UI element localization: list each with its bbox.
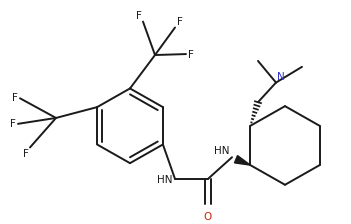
- Text: F: F: [188, 50, 194, 60]
- Text: N: N: [277, 72, 285, 82]
- Text: F: F: [12, 93, 18, 103]
- Text: HN: HN: [158, 175, 173, 185]
- Text: O: O: [204, 212, 212, 222]
- Text: F: F: [23, 149, 29, 159]
- Text: HN: HN: [214, 146, 230, 156]
- Text: F: F: [177, 17, 183, 26]
- Text: F: F: [136, 11, 142, 21]
- Text: F: F: [10, 119, 16, 129]
- Polygon shape: [234, 156, 250, 165]
